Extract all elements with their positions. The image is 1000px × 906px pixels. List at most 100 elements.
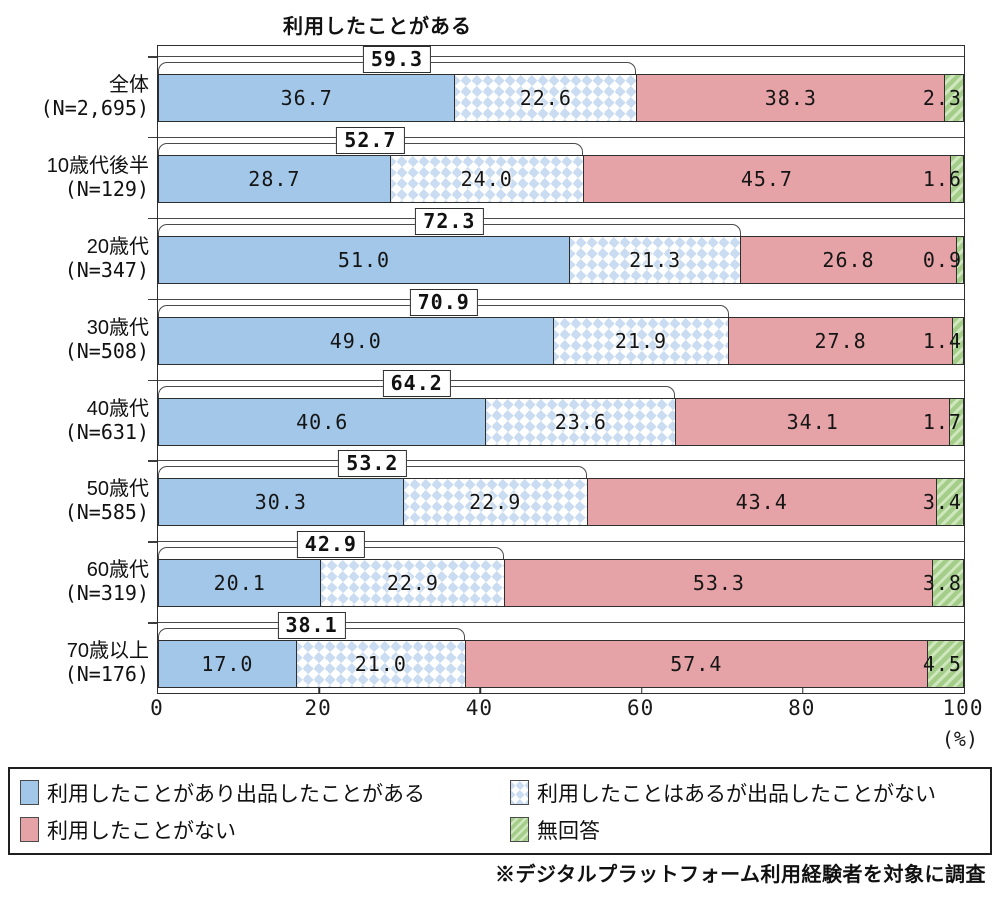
row-separator-line: [158, 217, 964, 219]
segment-value-label: 3.4: [922, 490, 962, 515]
segment-value-label: 22.6: [519, 86, 572, 110]
category-name: 60歳代: [86, 559, 149, 582]
segment-value-label: 2.3: [922, 86, 962, 110]
legend-label: 利用したことがない: [47, 819, 236, 843]
stacked-bar: 20.1 22.9 53.3 3.8: [158, 559, 964, 608]
bar-segment-no-answer: 2.3: [923, 75, 963, 121]
segment-value-label: 20.1: [213, 571, 266, 596]
stacked-bar: 36.7 22.6 38.3 2.3: [158, 74, 964, 122]
category-sample-size: (N=508): [64, 338, 149, 363]
bar-segment-used-listed: 30.3: [159, 479, 403, 526]
category-label: 30歳代 (N=508): [0, 316, 149, 364]
segment-value-label: 1.6: [922, 166, 962, 191]
segment-value-label: 1.7: [922, 409, 962, 434]
bar-segment-used-not-listed: 21.0: [295, 641, 465, 688]
segment-value-label: 28.7: [248, 166, 301, 191]
category-label: 60歳代 (N=319): [0, 558, 149, 606]
legend-label: 利用したことがあり出品したことがある: [47, 782, 425, 806]
legend-swatch-dot: [510, 780, 529, 805]
legend-item: 利用したことがあり出品したことがある: [20, 778, 510, 808]
bar-segment-used-not-listed: 23.6: [485, 398, 676, 445]
legend-item: 利用したことはあるが出品したことがない: [510, 778, 980, 808]
bar-segment-no-answer: 1.6: [923, 155, 963, 202]
category-sample-size: (N=585): [64, 500, 149, 525]
category-label: 全体 (N=2,695): [0, 73, 149, 121]
category-label: 50歳代 (N=585): [0, 477, 149, 525]
bar-segment-no-answer: 3.8: [923, 560, 963, 607]
bar-segment-never-used: 27.8: [728, 317, 952, 364]
stacked-bar: 51.0 21.3 26.8 0.9: [158, 235, 964, 284]
bar-segment-used-listed: 40.6: [159, 398, 486, 445]
bar-segment-used-listed: 51.0: [159, 236, 570, 283]
segment-value-label: 34.1: [786, 409, 839, 434]
bar-row: 70.9 49.0 21.9 27.8 1.4: [148, 288, 964, 370]
bar-row: 42.9 20.1 22.9 53.3 3.8: [148, 531, 964, 612]
row-separator-line: [158, 622, 964, 624]
segment-value-label: 38.3: [764, 86, 817, 110]
legend-label: 無回答: [537, 819, 600, 843]
category-label: 40歳代 (N=631): [0, 397, 149, 445]
bar-row: 52.7 28.7 24.0 45.7 1.6: [148, 126, 964, 208]
category-name: 全体: [109, 74, 149, 96]
category-label: 20歳代 (N=347): [0, 235, 149, 283]
x-axis-tick-label: 100: [942, 696, 984, 720]
segment-value-label: 36.7: [280, 86, 333, 110]
segment-value-label: 3.8: [922, 571, 962, 596]
x-axis-tick-label: 60: [626, 696, 655, 720]
segment-value-label: 21.0: [354, 652, 407, 677]
bar-segment-never-used: 57.4: [464, 641, 927, 688]
y-axis-tick: [148, 622, 157, 624]
bar-segment-no-answer: 3.4: [923, 479, 963, 526]
used-total-value: 52.7: [336, 126, 405, 154]
used-total-value: 72.3: [415, 207, 484, 235]
segment-value-label: 4.5: [922, 652, 962, 677]
segment-value-label: 45.7: [740, 166, 793, 191]
row-separator-line: [158, 298, 964, 300]
category-name: 40歳代: [86, 397, 149, 420]
row-separator-line: [158, 460, 964, 462]
bar-segment-no-answer: 0.9: [923, 236, 963, 283]
segment-value-label: 51.0: [337, 247, 391, 272]
category-name: 30歳代: [86, 316, 149, 339]
bar-segment-used-listed: 17.0: [159, 641, 296, 688]
segment-value-label: 30.3: [254, 490, 307, 515]
plot-area: 59.3 36.7 22.6 38.3 2.3 52.7 28.7 24.0 45.7 1.6 72…: [148, 45, 965, 694]
bar-segment-never-used: 45.7: [582, 155, 951, 202]
segment-value-label: 53.3: [692, 571, 745, 596]
bar-segment-never-used: 53.3: [504, 560, 933, 607]
category-sample-size: (N=347): [64, 257, 149, 282]
used-total-value: 59.3: [362, 46, 432, 73]
category-name: 50歳代: [86, 478, 149, 501]
segment-value-label: 43.4: [735, 490, 788, 515]
bar-segment-used-listed: 49.0: [159, 317, 553, 364]
bar-row: 59.3 36.7 22.6 38.3 2.3: [148, 46, 964, 127]
category-label: 10歳代後半 (N=129): [0, 154, 149, 202]
legend-swatch-blue: [20, 780, 39, 805]
y-axis-tick: [148, 460, 157, 462]
legend-item: 無回答: [510, 815, 980, 845]
bar-segment-used-not-listed: 22.9: [402, 479, 587, 526]
stacked-bar: 17.0 21.0 57.4 4.5: [158, 640, 964, 689]
segment-value-label: 57.4: [670, 652, 723, 677]
y-axis-tick: [148, 298, 157, 301]
y-axis-tick: [148, 379, 157, 382]
bar-segment-no-answer: 1.4: [923, 317, 963, 364]
bar-segment-used-not-listed: 22.6: [454, 75, 637, 121]
bar-segment-never-used: 34.1: [675, 398, 950, 445]
footnote: ※デジタルプラットフォーム利用経験者を対象に調査: [495, 864, 986, 886]
legend-swatch-pink: [20, 817, 39, 842]
x-axis-tick-label: 40: [465, 696, 494, 720]
row-separator-line: [158, 541, 964, 543]
category-name: 70歳以上: [66, 640, 149, 663]
segment-value-label: 21.3: [629, 247, 682, 272]
bar-segment-no-answer: 1.7: [923, 398, 963, 445]
bar-segment-used-listed: 20.1: [159, 560, 321, 607]
segment-value-label: 27.8: [814, 328, 867, 353]
row-separator-line: [158, 379, 964, 381]
bar-segment-used-not-listed: 21.9: [552, 317, 729, 364]
segment-value-label: 26.8: [822, 247, 875, 272]
legend-label: 利用したことはあるが出品したことがない: [537, 782, 936, 806]
bar-segment-no-answer: 4.5: [923, 641, 963, 688]
segment-value-label: 17.0: [201, 652, 254, 677]
category-sample-size: (N=2,695): [40, 96, 149, 120]
